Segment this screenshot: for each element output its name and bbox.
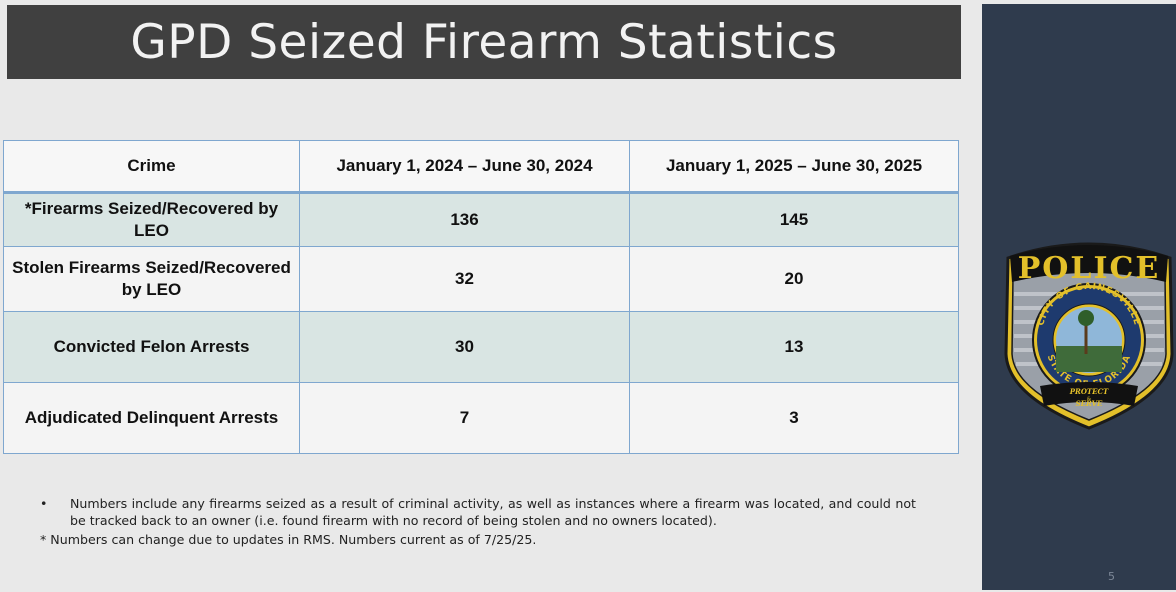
police-badge-icon: POLICE CITY OF GAINESVILLE STATE OF FLOR… (1004, 242, 1174, 430)
bullet-note: • Numbers include any firearms seized as… (40, 495, 916, 529)
title-bar: GPD Seized Firearm Statistics (7, 5, 961, 79)
page-title: GPD Seized Firearm Statistics (130, 14, 838, 70)
svg-text:PROTECT: PROTECT (1069, 387, 1109, 396)
value-2025-cell: 3 (629, 382, 959, 454)
value-2024-cell: 32 (299, 246, 630, 312)
crime-cell: Adjudicated Delinquent Arrests (3, 382, 300, 454)
value-2024-cell: 30 (299, 311, 630, 383)
crime-cell: *Firearms Seized/Recovered by LEO (3, 192, 300, 247)
header-2025: January 1, 2025 – June 30, 2025 (629, 140, 959, 194)
header-crime: Crime (3, 140, 300, 194)
value-2025-cell: 13 (629, 311, 959, 383)
table-row: Adjudicated Delinquent Arrests 7 3 (3, 382, 959, 454)
value-2025-cell: 145 (629, 192, 959, 247)
crime-cell: Convicted Felon Arrests (3, 311, 300, 383)
svg-text:&: & (1087, 396, 1092, 402)
footnotes: • Numbers include any firearms seized as… (40, 495, 916, 548)
value-2024-cell: 136 (299, 192, 630, 247)
svg-text:SERVE: SERVE (1076, 399, 1103, 408)
crime-cell: Stolen Firearms Seized/Recovered by LEO (3, 246, 300, 312)
table-row: Convicted Felon Arrests 30 13 (3, 311, 959, 383)
asterisk-note: * Numbers can change due to updates in R… (40, 532, 537, 547)
value-2024-cell: 7 (299, 382, 630, 454)
table-row: Stolen Firearms Seized/Recovered by LEO … (3, 246, 959, 312)
value-2025-cell: 20 (629, 246, 959, 312)
slide-number: 5 (1108, 570, 1115, 583)
bullet-dot: • (40, 496, 48, 511)
svg-text:POLICE: POLICE (1018, 251, 1161, 286)
table-row: *Firearms Seized/Recovered by LEO 136 14… (3, 192, 959, 247)
statistics-table: Crime January 1, 2024 – June 30, 2024 Ja… (3, 140, 959, 454)
header-2024: January 1, 2024 – June 30, 2024 (299, 140, 630, 194)
bullet-note-text: Numbers include any firearms seized as a… (70, 496, 916, 528)
table-header-row: Crime January 1, 2024 – June 30, 2024 Ja… (3, 140, 959, 194)
